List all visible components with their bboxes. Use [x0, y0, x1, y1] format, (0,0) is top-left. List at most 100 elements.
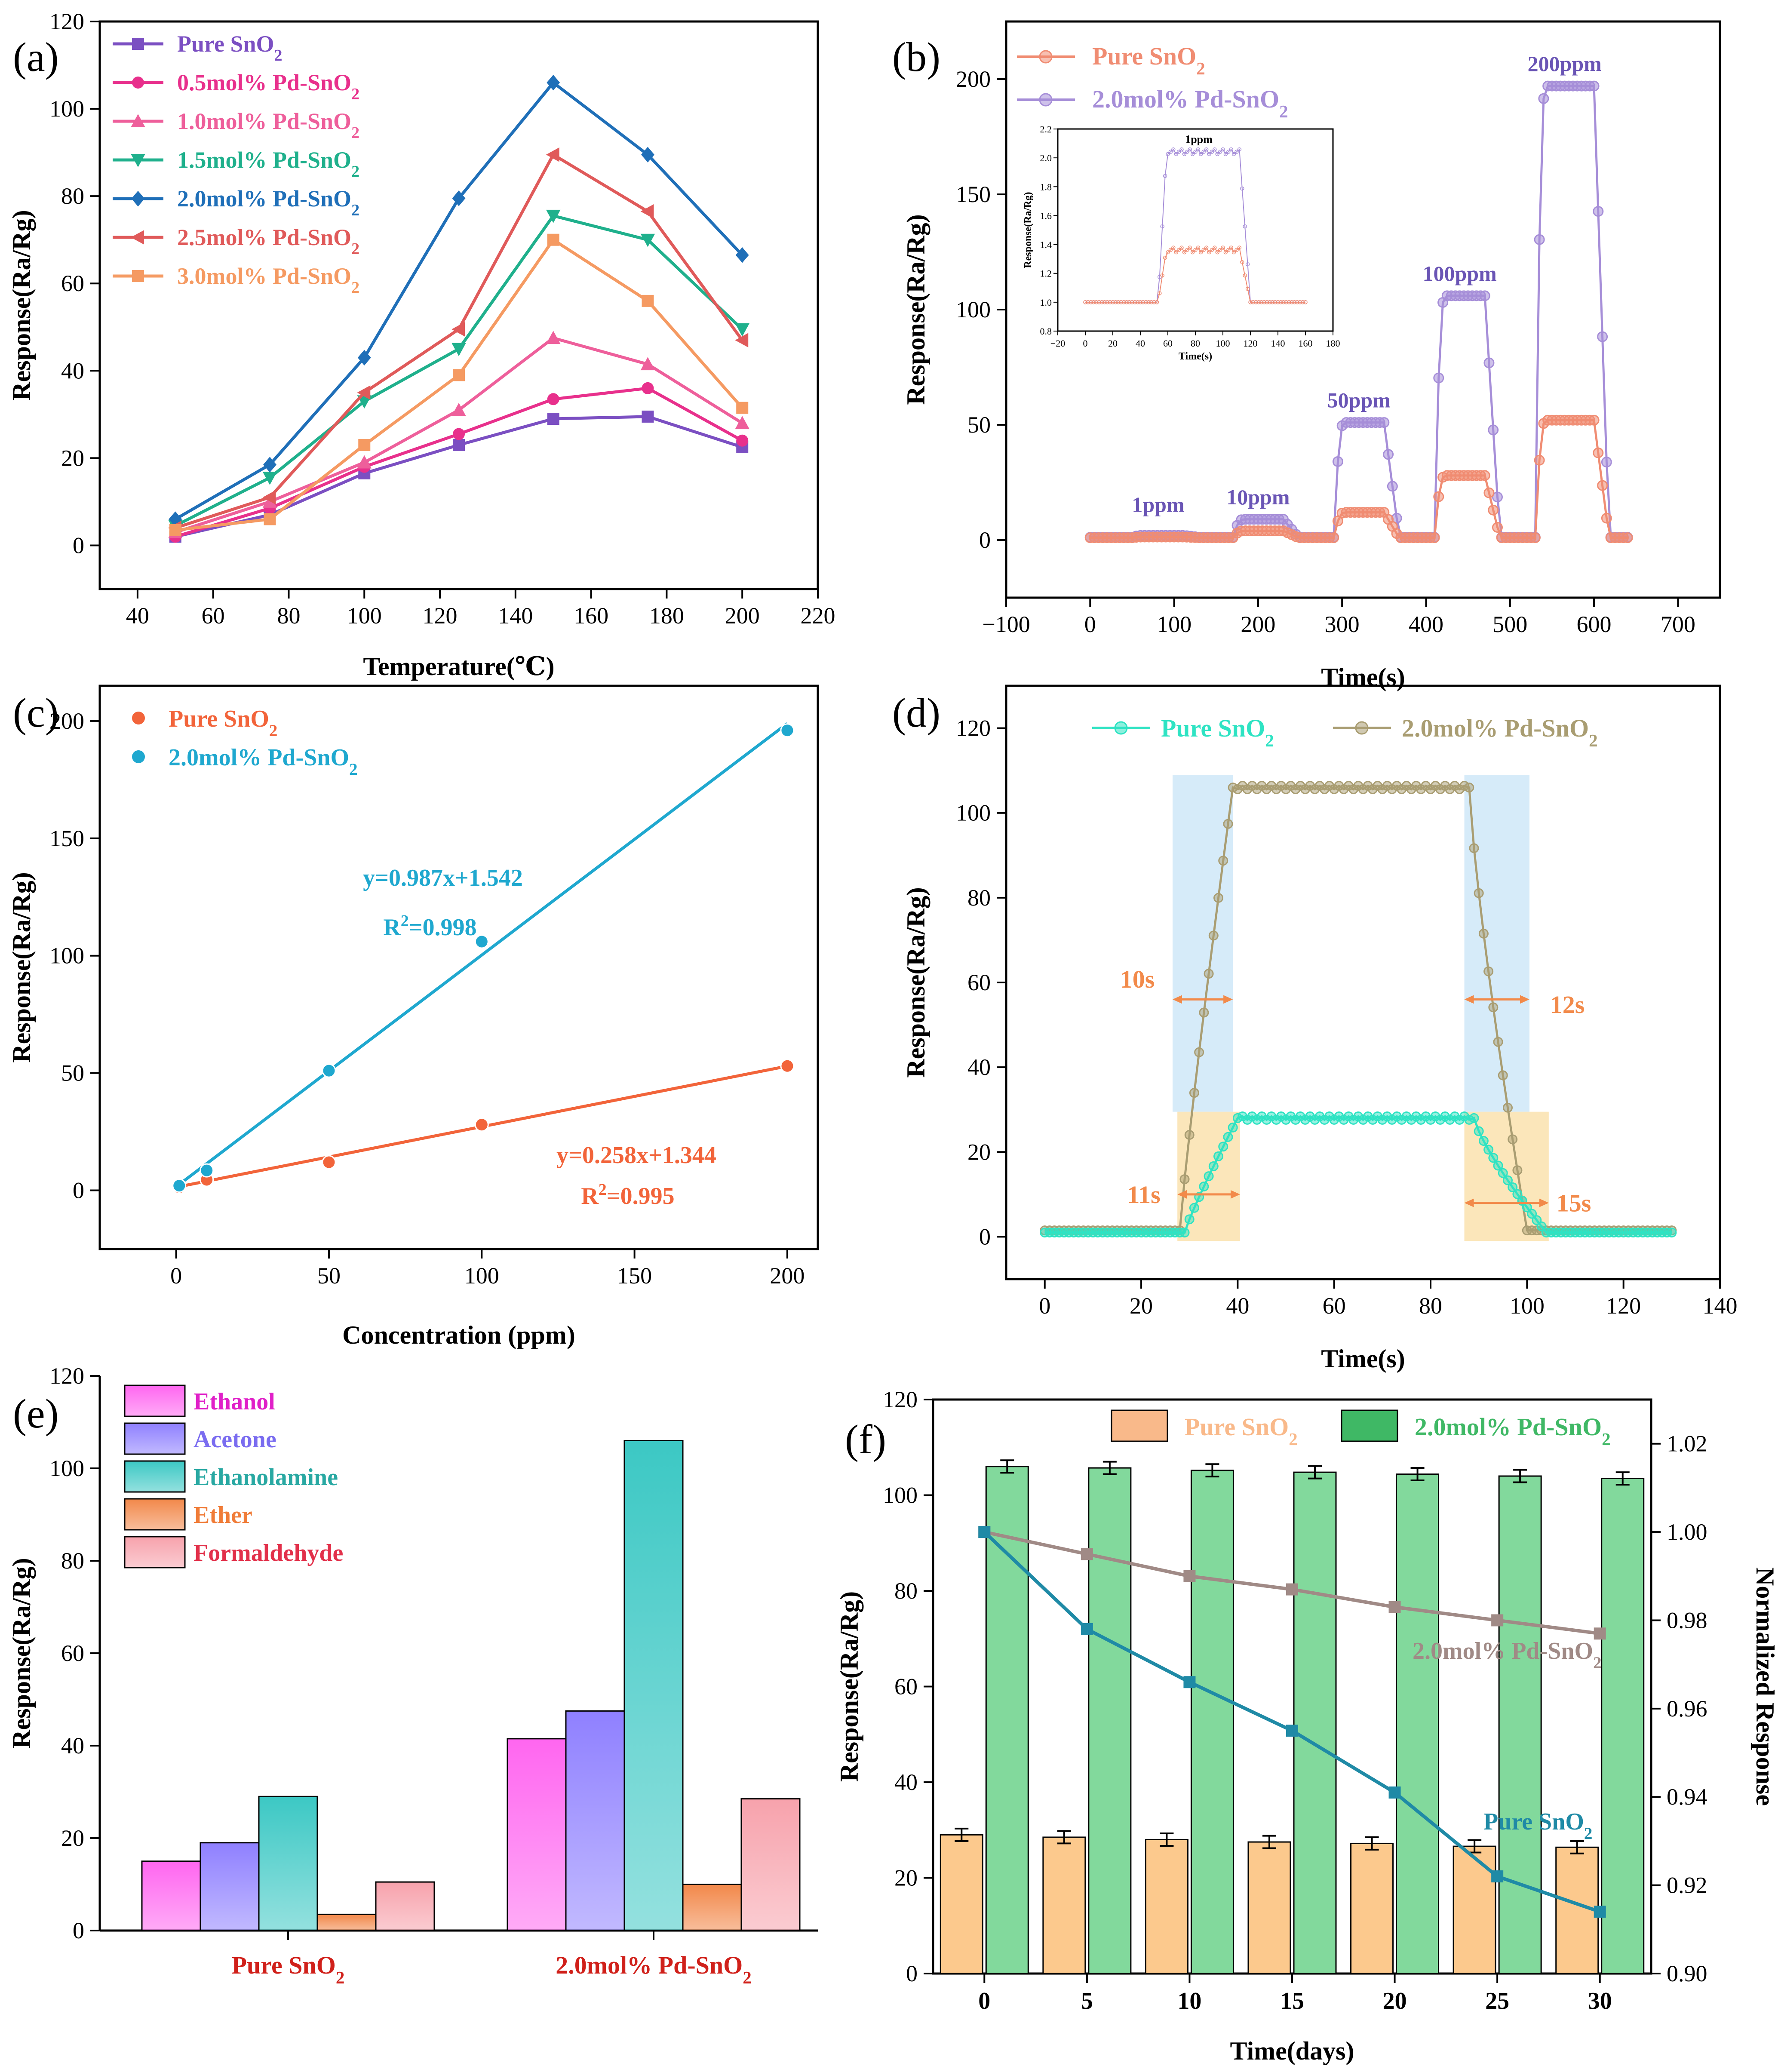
data-point — [1498, 1070, 1508, 1081]
legend-label: Formaldehyde — [193, 1540, 343, 1566]
data-point — [546, 331, 561, 344]
y-tick-label: 40 — [967, 1054, 991, 1080]
inset-data-point — [1174, 152, 1178, 157]
y-tick-label: 0 — [979, 527, 991, 553]
inset-data-point — [1237, 246, 1242, 250]
bar — [985, 1466, 1029, 1974]
x-tick-label: 15 — [1280, 1988, 1304, 2014]
y-tick-label: 100 — [49, 96, 84, 122]
x-tick-label: 50 — [317, 1263, 341, 1289]
r-value: =0.998 — [409, 914, 477, 941]
y-tick-label: 80 — [894, 1578, 918, 1604]
label-main: 1.0mol% Pd-SnO — [177, 108, 351, 134]
data-point — [452, 190, 466, 206]
inset-y-tick-label: 1.0 — [1040, 297, 1052, 308]
data-point — [1433, 372, 1444, 384]
y2-tick-label: 0.96 — [1667, 1696, 1707, 1722]
data-point — [453, 428, 465, 440]
y-tick-label: 40 — [61, 358, 84, 384]
data-point — [1527, 1209, 1537, 1219]
inset-data-point — [1218, 150, 1222, 154]
inset-data-point — [1229, 246, 1233, 250]
label-main: Pure SnO — [177, 31, 274, 57]
label-subscript: 2 — [269, 721, 278, 740]
legend-label: Pure SnO2 — [1161, 714, 1274, 750]
data-point — [1223, 819, 1233, 829]
y-tick-label: 0 — [73, 1918, 84, 1943]
x-tick-label: 500 — [1492, 611, 1527, 637]
data-point — [1328, 532, 1339, 543]
data-point — [357, 350, 371, 366]
data-point — [1204, 1171, 1214, 1182]
inset-data-point — [1284, 300, 1288, 304]
time-annotation: 10s — [1120, 965, 1155, 993]
x-tick-label: 0 — [1084, 611, 1096, 637]
x-tick-label: 700 — [1661, 611, 1695, 637]
y-tick-label: 40 — [894, 1769, 918, 1795]
inset-data-point — [1231, 250, 1236, 255]
inset-y-tick-label: 1.2 — [1040, 268, 1052, 279]
data-point — [322, 1063, 336, 1078]
y2-axis-title: Normalized Response — [1751, 1567, 1775, 1806]
bar — [623, 1440, 684, 1931]
y-tick-label: 150 — [956, 181, 991, 207]
inset-data-point — [1083, 300, 1087, 304]
inset-data-point — [1298, 300, 1302, 304]
label-subscript: 2 — [351, 163, 359, 181]
data-point — [1601, 457, 1612, 468]
x-tick-label: 160 — [574, 603, 608, 629]
y2-tick-label: 0.98 — [1667, 1607, 1707, 1633]
arrow-head — [1520, 995, 1529, 1004]
data-point — [1204, 969, 1214, 979]
data-point — [1601, 513, 1612, 524]
r-exponent: 2 — [599, 1181, 607, 1199]
inset-x-tick-label: 140 — [1271, 338, 1285, 349]
data-point — [1218, 856, 1228, 866]
inset-data-point — [1229, 147, 1233, 152]
data-point — [1512, 1189, 1523, 1199]
x-tick-label: 80 — [1419, 1293, 1442, 1319]
inset-data-point — [1146, 300, 1151, 304]
concentration-label: 10ppm — [1226, 485, 1290, 509]
x-axis-title: Time(days) — [1230, 2037, 1354, 2065]
inset-y-tick-label: 1.8 — [1040, 181, 1052, 192]
inset-x-tick-label: 120 — [1244, 338, 1258, 349]
legend-label: Ether — [193, 1502, 252, 1529]
legend-label: 0.5mol% Pd-SnO2 — [177, 70, 359, 103]
panel-label: (f) — [845, 1416, 886, 1462]
inset-data-point — [1295, 300, 1299, 304]
data-point — [1184, 1130, 1195, 1140]
r-value: =0.995 — [607, 1183, 675, 1209]
x-axis-title: Time(s) — [1321, 663, 1405, 691]
data-point — [1429, 532, 1440, 543]
data-point — [1498, 1168, 1508, 1178]
y-axis-title: Response(Ra/Rg) — [7, 872, 36, 1062]
x-tick-label: 100 — [1157, 611, 1192, 637]
inset-data-point — [1158, 291, 1162, 295]
inset-data-point — [1163, 255, 1167, 260]
x-tick-label: 40 — [126, 603, 149, 629]
label-main: 0.5mol% Pd-SnO — [177, 70, 351, 95]
legend-swatch — [124, 1498, 186, 1531]
data-point — [1512, 1165, 1523, 1176]
inset-data-point — [1256, 300, 1261, 304]
y-tick-label: 20 — [967, 1139, 991, 1165]
legend-label: 1.5mol% Pd-SnO2 — [177, 147, 359, 181]
data-point — [474, 934, 489, 949]
data-point — [1622, 532, 1633, 543]
normalized-point — [1388, 1786, 1401, 1799]
data-point — [1667, 1228, 1677, 1238]
data-point — [1189, 1088, 1199, 1098]
legend-swatch — [124, 1384, 186, 1417]
data-point — [451, 343, 466, 356]
y-axis-title: Response(Ra/Rg) — [7, 1558, 36, 1748]
normalized-point — [1388, 1601, 1401, 1613]
data-point — [1593, 206, 1604, 217]
bar — [1601, 1478, 1645, 1974]
data-point — [1228, 1122, 1238, 1133]
y-tick-label: 120 — [49, 1363, 84, 1389]
inset-y-title: Response(Ra/Rg) — [1023, 192, 1034, 268]
y-axis-title: Response(Ra/Rg) — [835, 1591, 863, 1782]
inset-data-point — [1273, 300, 1278, 304]
legend-label: Pure SnO2 — [177, 31, 283, 64]
